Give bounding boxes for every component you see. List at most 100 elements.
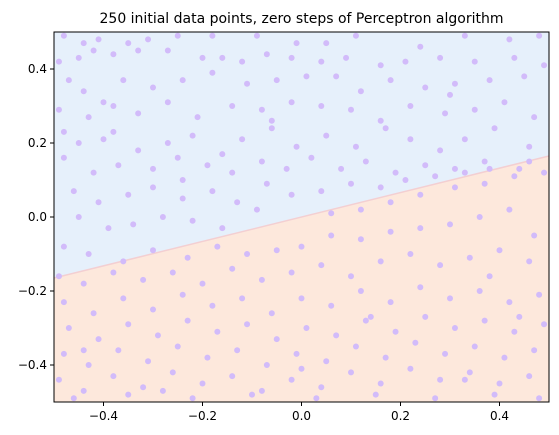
- data-point: [115, 162, 122, 169]
- data-point: [451, 165, 458, 172]
- data-point: [253, 206, 260, 213]
- data-point: [105, 225, 112, 232]
- data-point: [491, 391, 498, 398]
- data-point: [140, 276, 147, 283]
- data-point: [204, 162, 211, 169]
- data-point: [461, 376, 468, 383]
- data-point: [60, 128, 67, 135]
- data-point: [476, 214, 483, 220]
- x-tick-label: 0.0: [292, 409, 311, 423]
- data-point: [348, 273, 354, 280]
- data-point: [209, 188, 216, 195]
- region-above-boundary: [54, 32, 549, 279]
- data-point: [461, 169, 468, 176]
- data-point: [75, 140, 82, 146]
- data-point: [95, 199, 102, 206]
- data-point: [229, 373, 236, 380]
- data-point: [506, 36, 513, 43]
- data-point: [258, 158, 265, 165]
- data-point: [382, 354, 389, 361]
- data-point: [417, 225, 424, 232]
- data-point: [150, 165, 156, 172]
- data-point: [377, 258, 384, 265]
- data-point: [60, 299, 67, 306]
- data-point: [377, 117, 384, 124]
- y-axis: −0.4 −0.2 0.0 0.2 0.4: [18, 62, 54, 372]
- data-point: [150, 184, 156, 191]
- data-point: [466, 369, 473, 376]
- data-point: [293, 40, 300, 47]
- data-point: [174, 343, 181, 350]
- data-point: [451, 325, 458, 331]
- data-points: [55, 32, 548, 402]
- x-tick-label: −0.4: [89, 409, 118, 423]
- data-point: [531, 232, 538, 239]
- data-point: [333, 332, 340, 339]
- data-point: [536, 32, 543, 39]
- data-point: [95, 336, 102, 343]
- plot-area: [54, 32, 549, 402]
- data-point: [387, 299, 394, 306]
- data-point: [392, 169, 399, 176]
- data-point: [377, 62, 384, 69]
- data-point: [486, 273, 493, 280]
- y-tick-label: 0.2: [28, 136, 47, 150]
- data-point: [461, 136, 468, 143]
- data-point: [229, 265, 236, 272]
- data-point: [511, 173, 518, 180]
- data-point: [447, 221, 453, 228]
- data-point: [357, 88, 364, 95]
- data-point: [432, 173, 439, 180]
- data-point: [130, 221, 137, 228]
- data-point: [442, 350, 449, 357]
- data-point: [323, 358, 330, 365]
- data-point: [382, 125, 389, 132]
- data-point: [298, 365, 305, 372]
- data-point: [80, 280, 87, 287]
- data-point: [367, 313, 374, 320]
- data-point: [209, 32, 216, 39]
- data-point: [263, 362, 270, 368]
- data-point: [135, 47, 142, 54]
- data-point: [352, 32, 359, 39]
- data-point: [85, 251, 92, 257]
- data-point: [60, 243, 67, 250]
- data-point: [179, 195, 186, 202]
- data-point: [209, 69, 216, 76]
- data-point: [268, 125, 275, 132]
- data-point: [164, 47, 171, 54]
- y-tick-label: −0.2: [18, 284, 47, 298]
- data-point: [447, 295, 453, 302]
- data-point: [179, 177, 186, 183]
- data-point: [244, 321, 251, 328]
- region-below-boundary: [54, 155, 549, 402]
- data-point: [159, 387, 166, 394]
- data-point: [402, 58, 409, 65]
- data-point: [174, 154, 181, 161]
- data-point: [288, 54, 295, 61]
- data-point: [432, 395, 439, 402]
- data-point: [273, 336, 280, 343]
- data-point: [145, 36, 152, 43]
- data-point: [258, 106, 265, 113]
- data-point: [120, 77, 127, 84]
- data-point: [239, 136, 246, 143]
- data-point: [486, 77, 493, 84]
- data-point: [283, 165, 290, 172]
- data-point: [501, 354, 508, 361]
- data-point: [437, 54, 444, 61]
- data-point: [234, 347, 241, 354]
- data-point: [164, 140, 171, 146]
- data-point: [90, 310, 97, 317]
- data-point: [357, 236, 364, 243]
- data-point: [422, 162, 429, 169]
- data-point: [110, 51, 117, 58]
- data-point: [169, 369, 176, 376]
- data-point: [348, 369, 354, 376]
- data-point: [437, 262, 444, 269]
- data-point: [387, 77, 394, 84]
- data-point: [189, 395, 196, 402]
- data-point: [115, 347, 122, 354]
- data-point: [328, 302, 335, 309]
- data-point: [471, 58, 478, 65]
